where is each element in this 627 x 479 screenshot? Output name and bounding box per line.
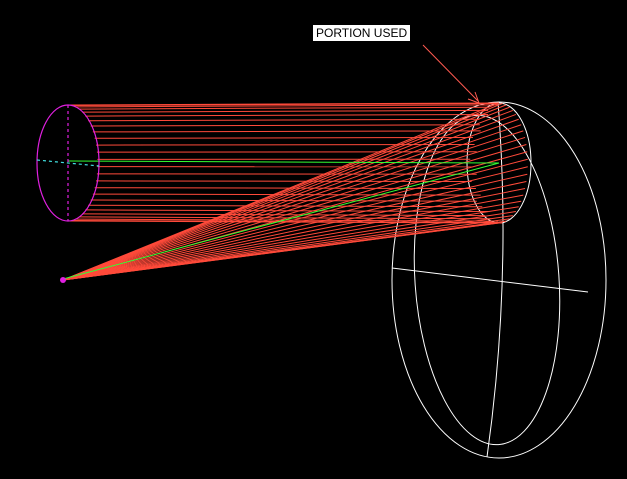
aperture-disc [36,104,100,222]
incoming-ray [92,193,481,196]
reflected-ray [62,109,514,281]
incoming-ray [92,130,481,133]
incoming-ray [78,216,492,220]
incoming-ray [90,124,480,127]
reflected-ray [62,158,528,281]
reflected-ray [62,136,526,281]
reflector-inner-rim [413,114,561,446]
incoming-ray [85,113,489,117]
reflected-ray [62,124,522,281]
reflector-vertical-meridian [486,101,504,458]
chief-ray-reflected [62,162,500,280]
incoming-ray [94,187,476,190]
reflected-ray [62,130,524,281]
reflected-ray [62,181,527,281]
reflected-ray [62,188,526,281]
incoming-ray [75,218,498,222]
incoming-ray [88,204,483,208]
portion-used-label: PORTION USED [313,25,411,41]
focal-point [60,277,66,283]
incoming-ray [96,180,472,183]
reflected-ray [62,104,507,281]
reflector [391,101,607,459]
incoming-ray [85,209,489,213]
incoming-ray [67,220,503,224]
reflected-ray [62,200,522,281]
aperture-horizontal-axis [36,159,100,167]
reflected-ray [62,118,519,281]
reflected-ray [62,194,524,281]
incoming-ray [88,118,480,122]
chief-ray-incoming [67,160,500,164]
incoming-ray [94,136,473,139]
label-leader [422,44,480,104]
reflected-ray [62,222,500,281]
incoming-ray [90,199,477,202]
incoming-ray [75,104,498,108]
incoming-ray [82,109,489,113]
incoming-ray [71,102,499,106]
reflected-ray [62,166,528,281]
reflected-ray [62,173,528,281]
reflected-ray [62,113,517,281]
reflected-ray [62,106,510,281]
incoming-ray [78,106,489,110]
incoming-ray [82,213,486,217]
ray-bundle [62,102,528,281]
chief-ray [62,160,500,280]
reflector-rim [391,101,607,459]
reflector-horizontal-axis [391,267,589,293]
incoming-ray [96,143,475,146]
